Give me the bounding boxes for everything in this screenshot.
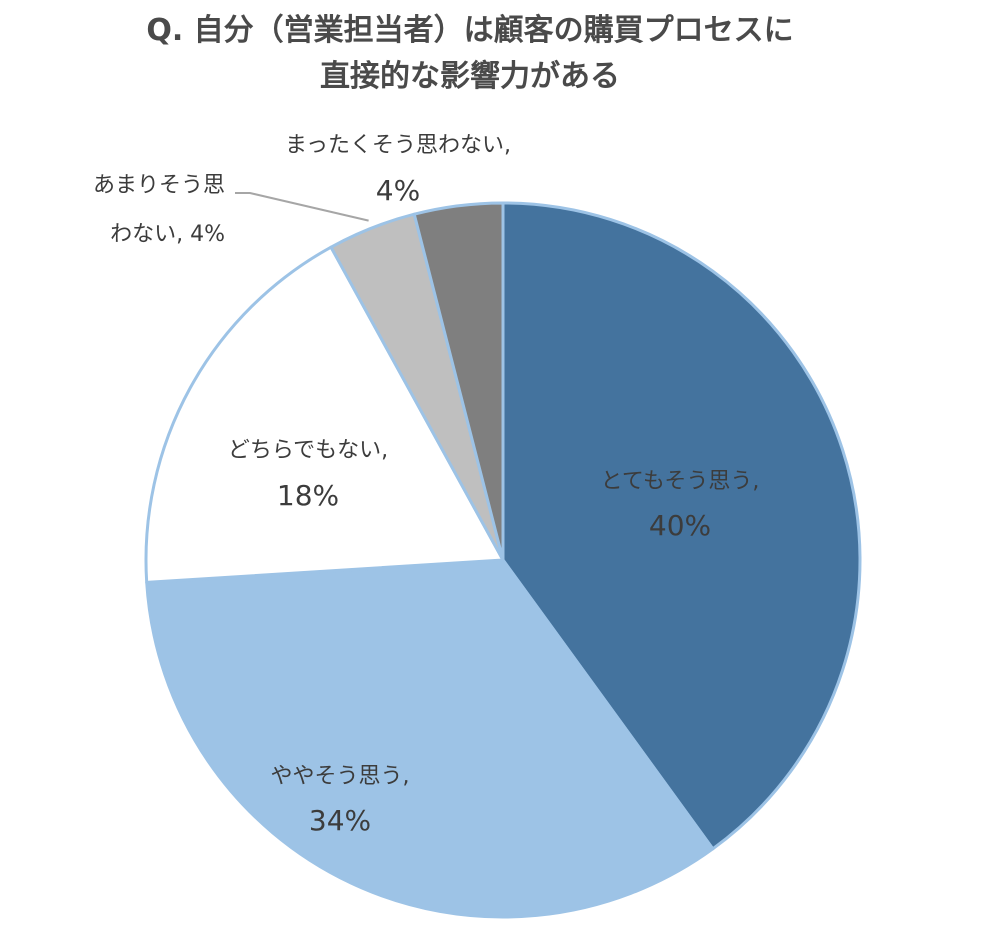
slice-label-3-line-2: わない, 4% [110,222,225,247]
pie-slice-1 [145,558,715,919]
leader-lines [235,192,369,222]
chart-title-line-2: 直接的な影響力がある [320,59,620,94]
leader-line-slice-3 [235,192,369,222]
slice-labels: とてもそう思う, 40% ややそう思う, 34% どちらでもない, 18% あまりそう思わな… [93,133,759,837]
pie-slice-0 [501,201,862,851]
pie-slices [144,201,862,919]
slice-label-0-category: とてもそう思う, [601,469,760,494]
slice-label-1-percent: 34% [309,804,371,837]
pie-slice-2 [144,245,505,584]
slice-label-0-percent: 40% [649,509,711,542]
slice-label-2-percent: 18% [277,479,339,512]
slice-label-2-category: どちらでもない, [228,438,388,463]
chart-title-line-1: Q. 自分（営業担当者）は顧客の購買プロセスに [146,13,793,48]
slice-label-1-category: ややそう思う, [271,764,410,789]
pie-slice-4 [412,201,505,562]
slice-label-4-percent: 4% [376,174,420,207]
slice-label-4-category: まったくそう思わない, [285,133,511,158]
slice-label-3-line-1: あまりそう思 [93,173,225,198]
